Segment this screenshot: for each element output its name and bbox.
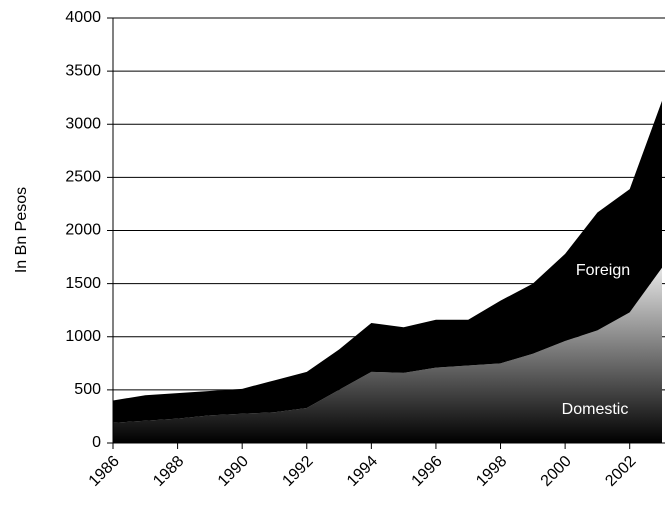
y-tick-label: 4000 bbox=[65, 9, 101, 26]
y-tick-label: 0 bbox=[92, 434, 101, 451]
y-axis-label: In Bn Pesos bbox=[13, 187, 30, 273]
series-label: Foreign bbox=[576, 262, 630, 279]
x-tick-label: 1988 bbox=[150, 453, 187, 490]
grid bbox=[113, 17, 665, 444]
y-tick-label: 3000 bbox=[65, 115, 101, 132]
area bbox=[113, 267, 662, 443]
x-tick-label: 1996 bbox=[409, 453, 446, 490]
x-tick-label: 1994 bbox=[344, 453, 381, 490]
y-tick-label: 3500 bbox=[65, 62, 101, 79]
y-tick-label: 1000 bbox=[65, 328, 101, 345]
plot-area bbox=[113, 100, 662, 443]
y-tick-label: 1500 bbox=[65, 275, 101, 292]
y-tick-label: 2500 bbox=[65, 169, 101, 186]
x-tick-label: 1998 bbox=[473, 453, 510, 490]
x-tick-label: 1990 bbox=[215, 453, 252, 490]
series-label: Domestic bbox=[562, 401, 629, 418]
x-tick-label: 2002 bbox=[602, 453, 639, 490]
area bbox=[113, 100, 662, 423]
y-tick-label: 2000 bbox=[65, 222, 101, 239]
x-tick-label: 2000 bbox=[538, 453, 575, 490]
x-tick-label: 1986 bbox=[86, 453, 123, 490]
y-tick-label: 500 bbox=[74, 381, 101, 398]
x-tick-label: 1992 bbox=[279, 453, 316, 490]
